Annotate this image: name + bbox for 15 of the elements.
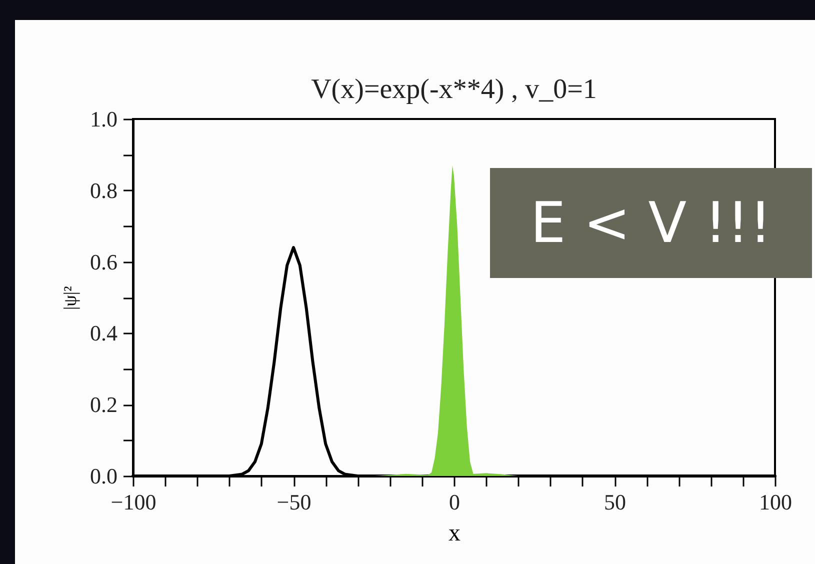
chart-title: V(x)=exp(-x**4) , v_0=1 — [311, 74, 597, 105]
y-tick-label: 0.6 — [90, 249, 118, 274]
annotation: E < V !!! — [490, 168, 812, 278]
y-axis-title: |ψ|² — [60, 286, 80, 310]
y-tick-label: 0.2 — [90, 392, 118, 418]
y-tick-label: 0.8 — [90, 178, 118, 203]
y-tick-label: 0.4 — [90, 320, 118, 346]
x-axis-title: x — [448, 520, 460, 546]
x-tick-label: 50 — [604, 490, 626, 514]
y-tick-label: 1.0 — [90, 106, 118, 132]
x-tick-label: 0 — [449, 490, 460, 514]
x-tick-label: 100 — [759, 490, 792, 514]
x-tick-label: −100 — [110, 490, 156, 514]
x-tick-label: −50 — [276, 490, 312, 514]
y-tick-label: 0.0 — [90, 464, 118, 488]
